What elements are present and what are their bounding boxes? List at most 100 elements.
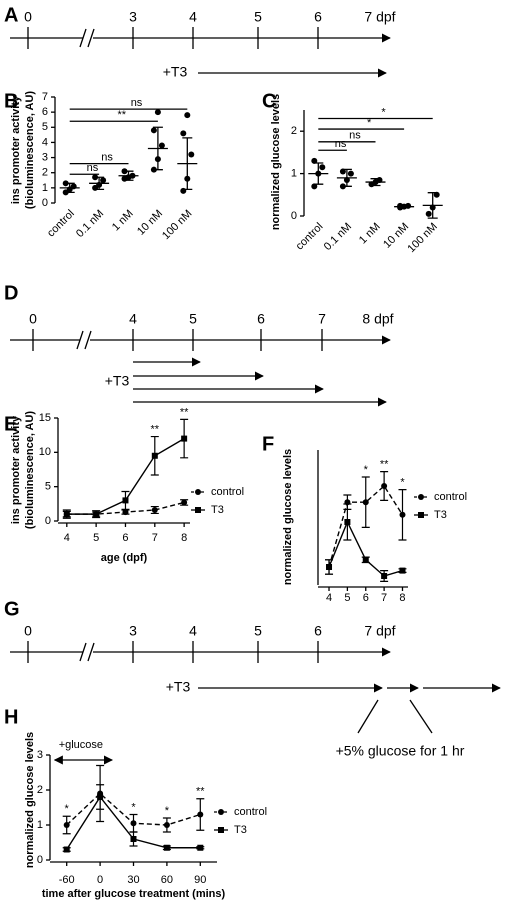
marker [362,499,369,506]
point [180,130,187,137]
y-tick-label: 3 [42,151,48,163]
x-tick-label: 100 nM [160,208,194,242]
marker [197,844,204,851]
x-tick-label: 7 [152,532,158,544]
legend-marker [218,809,224,815]
y-tick-label: 0 [45,515,51,527]
panel-letter: B [4,90,18,112]
y-tick-label: 0 [42,197,48,209]
timeline-label: 4 [189,623,197,639]
x-tick-label: 30 [127,874,139,886]
timeline-label: 6 [314,9,322,25]
x-tick-label: control [294,221,326,253]
error-bar [123,170,134,181]
significance-label: * [165,805,170,817]
y-tick-label: 6 [42,106,48,118]
error-bar [313,162,324,185]
significance-label: ** [118,109,127,121]
panel-letter: A [4,4,18,26]
marker [399,567,406,574]
y-tick-label: 2 [291,125,297,137]
x-tick-label: 0.1 nM [74,208,106,240]
legend-label: control [234,806,267,818]
timeline-label: 7 [318,311,326,327]
error-bar [399,205,410,209]
x-tick-label: 8 [399,592,405,604]
y-tick-label: 5 [42,121,48,133]
x-tick-label: 100 nM [405,221,439,255]
point [184,112,191,119]
panel-letter: E [4,413,17,435]
axis-break [84,330,92,350]
x-tick-label: 6 [122,532,128,544]
marker [399,511,406,518]
span-label: +glucose [59,739,103,751]
point [150,127,157,134]
legend-label: T3 [211,504,224,516]
panel-letter: C [262,90,276,112]
treatment-label: +T3 [166,679,191,695]
legend-label: control [434,491,467,503]
error-bar [94,176,105,191]
timeline-label: 0 [24,9,32,25]
significance-label: ns [131,97,143,109]
point [319,164,326,171]
legend-marker [218,827,224,833]
x-tick-label: 1 nM [110,208,136,234]
error-bar [182,137,193,191]
error-bar [64,182,75,194]
y-tick-label: 5 [45,481,51,493]
significance-label: ns [349,130,361,142]
significance-label: * [364,464,369,476]
legend-marker [418,512,424,518]
y-axis-title: normalized glucose levels [270,94,282,230]
point [425,210,432,217]
axis-break [79,642,87,662]
marker [63,822,70,828]
y-tick-label: 10 [39,446,51,458]
marker [130,820,137,827]
timeline-label: 3 [129,9,137,25]
y-axis-title: normalized glucose levels [282,449,294,585]
y-tick-label: 15 [39,412,51,424]
error-bar [370,178,381,187]
callout-line [409,699,433,734]
x-tick-label: -60 [59,874,75,886]
y-tick-label: 2 [42,167,48,179]
x-tick-label: 4 [64,532,70,544]
y-tick-label: 2 [37,784,43,796]
axis-break [87,28,95,48]
significance-label: ** [380,459,389,471]
x-tick-label: 4 [326,592,332,604]
y-tick-label: 7 [42,91,48,103]
x-tick-label: 90 [194,874,206,886]
timeline-label: 7 dpf [364,9,395,25]
marker [151,507,158,514]
y-axis-title: ins promoter activity [10,415,22,524]
timeline-label: 6 [257,311,265,327]
legend-marker [195,507,201,513]
legend-label: T3 [434,509,447,521]
marker [122,497,129,504]
timeline-label: 6 [314,623,322,639]
marker [63,846,70,853]
x-axis-title: age (dpf) [101,552,148,564]
y-axis-title: (bioluminescence, AU) [24,91,36,210]
significance-label: ** [151,423,160,435]
x-tick-label: 5 [93,532,99,544]
timeline-label: 0 [29,311,37,327]
timeline-label: 7 dpf [364,623,395,639]
point [347,170,354,177]
marker [93,511,100,518]
marker [163,822,170,828]
point [158,142,165,149]
timeline-label: 0 [24,623,32,639]
timeline-label: 3 [129,623,137,639]
x-tick-label: 0 [97,874,103,886]
y-tick-label: 3 [37,749,43,761]
x-tick-label: 0.1 nM [322,221,354,253]
x-tick-label: 8 [181,532,187,544]
treatment-label: +T3 [105,373,130,389]
significance-label: ns [335,138,347,150]
y-axis-title: normalized glucose levels [24,732,36,868]
